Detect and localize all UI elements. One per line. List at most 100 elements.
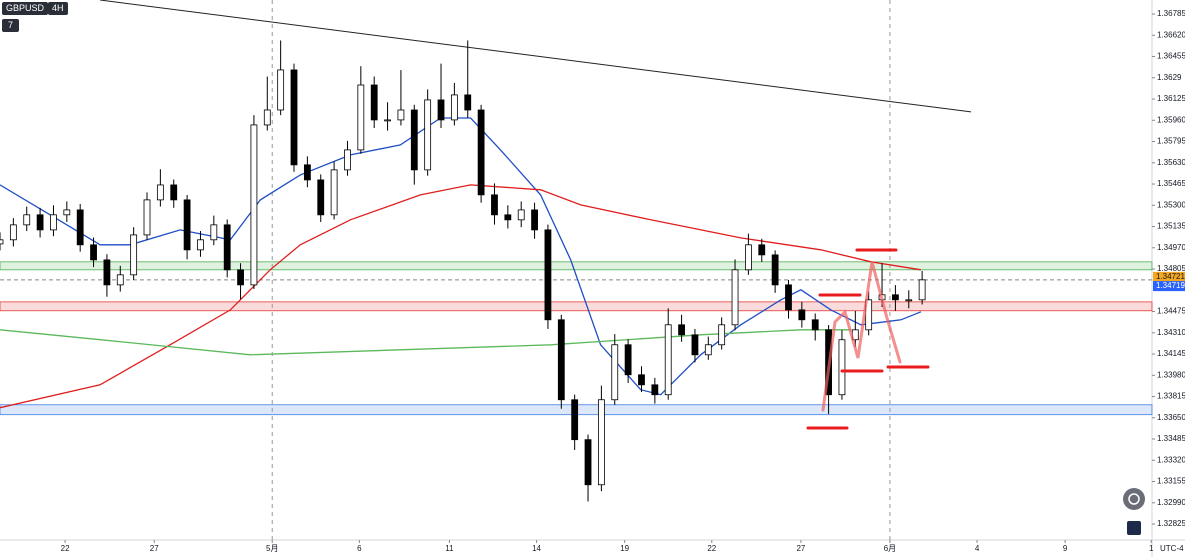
price-label: 1.34721	[1156, 272, 1185, 281]
candle-body	[290, 69, 298, 166]
candle-body	[76, 209, 84, 246]
candle-body	[838, 339, 846, 396]
candle-body	[785, 284, 792, 311]
candle-body	[651, 384, 659, 396]
candle-body	[718, 324, 726, 346]
candle-body	[504, 214, 512, 221]
candle-body	[370, 84, 378, 121]
y-tick-label: 1.34805	[1157, 264, 1185, 273]
x-tick-label: 6月	[884, 544, 896, 553]
candle-body	[330, 169, 338, 216]
y-tick-label: 1.36125	[1157, 94, 1185, 103]
x-tick-label: 11	[445, 544, 454, 553]
y-tick-label: 1.35960	[1157, 115, 1185, 124]
candle-body	[410, 109, 418, 171]
candle-body	[678, 324, 685, 336]
interval-label[interactable]: 4H	[48, 2, 68, 15]
candle-body	[491, 194, 498, 216]
candle-body	[531, 209, 538, 231]
candle-body	[691, 334, 699, 356]
candle-body	[9, 224, 17, 241]
candle-body	[464, 94, 472, 111]
zone	[0, 301, 1153, 312]
y-tick-label: 1.35795	[1157, 137, 1185, 146]
y-tick-label: 1.33650	[1157, 413, 1185, 422]
candle-body	[263, 109, 271, 126]
y-tick-label: 1.36785	[1157, 9, 1185, 18]
trendline	[100, 0, 972, 113]
candle-body	[90, 244, 97, 261]
candle-body	[357, 84, 365, 151]
moving-average	[0, 329, 851, 356]
y-tick-label: 1.3629	[1157, 73, 1182, 82]
settings-button[interactable]	[1127, 521, 1141, 535]
price-label-bg	[1153, 281, 1185, 292]
x-tick-label: 9	[1063, 544, 1068, 553]
price-label: 1.34719	[1156, 281, 1185, 290]
zigzag-drawing	[821, 261, 902, 412]
candle-body	[624, 344, 632, 376]
x-tick-label: 4	[975, 544, 980, 553]
candle-body	[544, 229, 552, 321]
candle-body	[250, 124, 258, 286]
candle-body	[103, 259, 111, 286]
y-tick-label: 1.33980	[1157, 370, 1185, 379]
price-label-bg	[1153, 271, 1185, 282]
candle-body	[517, 209, 525, 221]
y-tick-label: 1.34475	[1157, 307, 1185, 316]
candle-body	[170, 184, 178, 201]
y-tick-label: 1.34970	[1157, 243, 1185, 252]
button-icon	[1128, 493, 1140, 505]
candle-body	[23, 214, 31, 226]
timezone[interactable]: UTC-4	[1160, 544, 1184, 553]
candle-body	[704, 344, 712, 356]
y-tick-label: 1.32990	[1157, 498, 1185, 507]
candle-body	[344, 149, 351, 171]
indicator-toggle[interactable]: 7	[2, 19, 20, 32]
candle-body	[892, 294, 899, 301]
candle-body	[450, 94, 458, 121]
annotations	[806, 248, 930, 430]
y-tick-label: 1.34310	[1157, 328, 1185, 337]
moving-average	[0, 184, 922, 409]
button-bg[interactable]	[1123, 488, 1145, 510]
candle-body	[597, 399, 605, 486]
candle-body	[397, 109, 405, 121]
candle-body	[611, 344, 619, 401]
y-tick-label: 1.34145	[1157, 349, 1185, 358]
symbol-label[interactable]: GBPUSD	[2, 2, 49, 15]
y-tick-label: 1.36620	[1157, 30, 1185, 39]
candle-body	[557, 319, 565, 401]
candle-body	[905, 299, 913, 302]
candle-body	[758, 244, 766, 256]
candle-body	[277, 69, 285, 111]
x-tick-label: 22	[707, 544, 716, 553]
y-tick-label: 1.35300	[1157, 200, 1185, 209]
candle-body	[50, 214, 57, 231]
candle-body	[771, 254, 779, 286]
candle-body	[303, 164, 311, 181]
scroll-button[interactable]	[1123, 488, 1145, 510]
y-tick-label: 1.35630	[1157, 158, 1185, 167]
x-tick-label: 14	[532, 544, 541, 553]
candle-body	[210, 224, 218, 241]
candle-body	[798, 309, 806, 321]
candle-body	[477, 109, 485, 196]
candle-body	[36, 214, 44, 231]
candle-body	[584, 439, 592, 486]
x-tick-label: 27	[796, 544, 805, 553]
candle-body	[116, 274, 124, 286]
y-tick-label: 1.33320	[1157, 455, 1185, 464]
candle-body	[731, 269, 739, 326]
candle-body	[63, 209, 71, 216]
y-tick-label: 1.33155	[1157, 477, 1185, 486]
candle-body	[384, 119, 391, 122]
x-tick-label: 19	[620, 544, 629, 553]
y-tick-label: 1.32825	[1157, 519, 1185, 528]
candle-body	[143, 199, 151, 236]
y-tick-label: 1.33815	[1157, 392, 1185, 401]
candle-body	[744, 244, 752, 271]
y-tick-label: 1.35465	[1157, 179, 1185, 188]
